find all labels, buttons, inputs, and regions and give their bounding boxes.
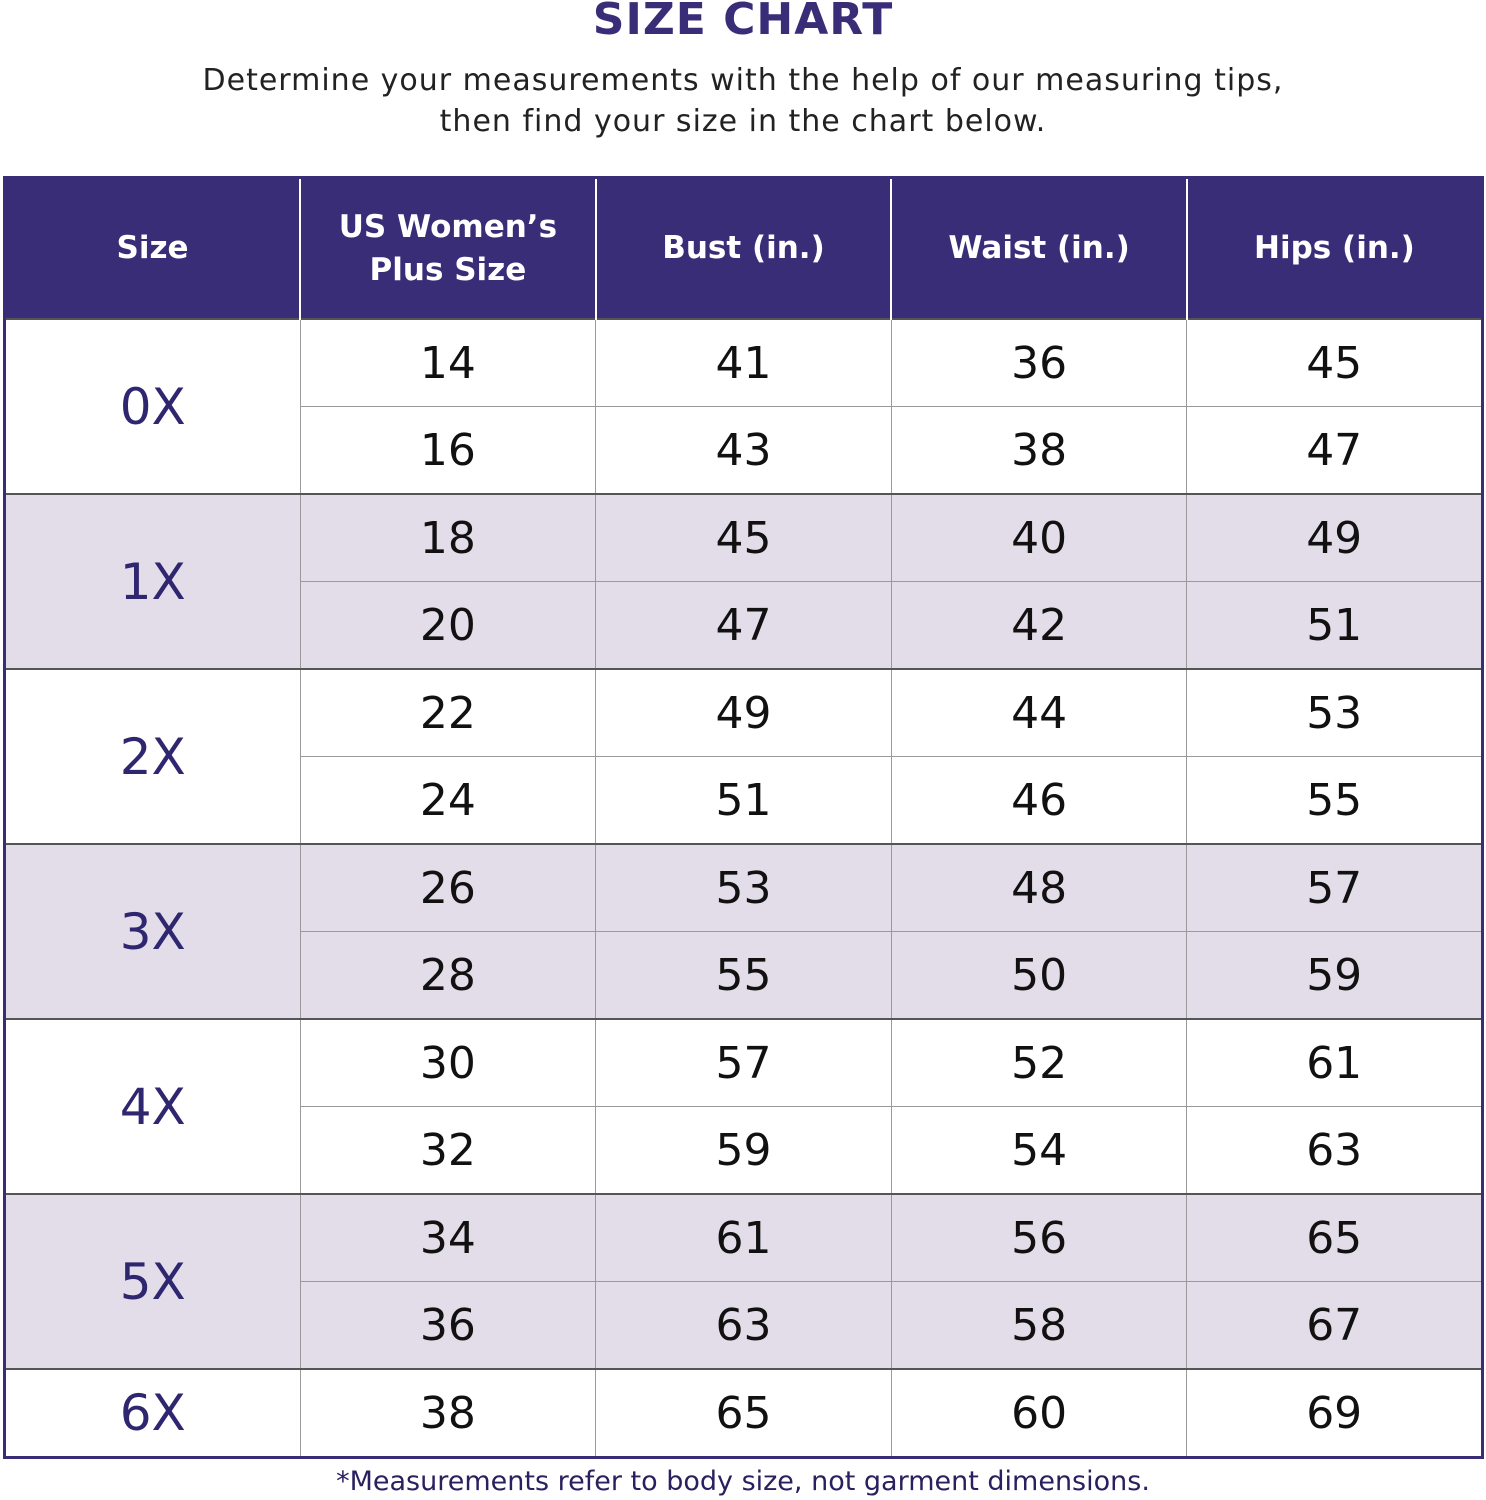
size-label: 2X bbox=[4, 668, 301, 845]
table-cell: 63 bbox=[595, 1281, 892, 1370]
table-cell: 36 bbox=[299, 1281, 597, 1370]
column-header: Hips (in.) bbox=[1185, 177, 1483, 319]
table-cell: 49 bbox=[595, 668, 892, 757]
table-cell: 53 bbox=[1186, 668, 1483, 757]
table-cell: 67 bbox=[1186, 1281, 1483, 1370]
table-row: 36 63 58 67 bbox=[5, 1281, 1483, 1370]
size-label: 6X bbox=[4, 1368, 301, 1458]
column-header: Bust (in.) bbox=[594, 177, 892, 319]
table-cell: 45 bbox=[1186, 318, 1483, 407]
table-cell: 22 bbox=[299, 668, 597, 757]
size-chart-table: Size US Women’s Plus Size Bust (in.) Waist … bbox=[3, 176, 1484, 1459]
table-cell: 26 bbox=[299, 843, 597, 932]
table-row: 2X 22 49 44 53 bbox=[4, 668, 1483, 845]
subtitle: Determine your measurements with the hel… bbox=[0, 60, 1486, 142]
table-cell: 34 bbox=[299, 1193, 597, 1282]
table-cell: 46 bbox=[890, 756, 1188, 845]
table-cell: 47 bbox=[1186, 406, 1483, 495]
table-cell: 45 bbox=[595, 493, 892, 582]
table-cell: 48 bbox=[890, 843, 1188, 932]
table-cell: 28 bbox=[299, 931, 597, 1020]
size-label: 1X bbox=[4, 493, 301, 670]
table-cell: 42 bbox=[890, 581, 1188, 670]
table-cell: 55 bbox=[595, 931, 892, 1020]
table-row: 24 51 46 55 bbox=[5, 756, 1483, 845]
column-header: Waist (in.) bbox=[890, 177, 1187, 319]
table-cell: 54 bbox=[890, 1106, 1188, 1195]
table-cell: 44 bbox=[890, 668, 1188, 757]
table-cell: 60 bbox=[890, 1368, 1188, 1458]
table-cell: 50 bbox=[890, 931, 1188, 1020]
table-cell: 57 bbox=[1186, 843, 1483, 932]
table-cell: 52 bbox=[890, 1018, 1188, 1107]
table-cell: 47 bbox=[595, 581, 892, 670]
table-cell: 36 bbox=[890, 318, 1188, 407]
table-cell: 32 bbox=[299, 1106, 597, 1195]
table-cell: 69 bbox=[1186, 1368, 1483, 1458]
table-cell: 40 bbox=[890, 493, 1188, 582]
table-cell: 16 bbox=[299, 406, 597, 495]
column-header: Size bbox=[4, 177, 301, 319]
table-cell: 63 bbox=[1186, 1106, 1483, 1195]
table-cell: 57 bbox=[595, 1018, 892, 1107]
table-row: 4X 30 57 52 61 bbox=[4, 1018, 1483, 1195]
table-cell: 51 bbox=[595, 756, 892, 845]
table-cell: 38 bbox=[299, 1368, 597, 1458]
subtitle-line-1: Determine your measurements with the hel… bbox=[202, 63, 1284, 98]
table-cell: 53 bbox=[595, 843, 892, 932]
footnote: *Measurements refer to body size, not ga… bbox=[336, 1466, 1150, 1497]
table-row: 28 55 50 59 bbox=[5, 931, 1483, 1020]
size-label: 5X bbox=[4, 1193, 301, 1370]
table-row: 5X 34 61 56 65 bbox=[4, 1193, 1483, 1370]
table-cell: 14 bbox=[299, 318, 597, 407]
table-cell: 59 bbox=[1186, 931, 1483, 1020]
table-cell: 41 bbox=[595, 318, 892, 407]
table-row: 3X 26 53 48 57 bbox=[4, 843, 1483, 1020]
table-cell: 30 bbox=[299, 1018, 597, 1107]
page-title: SIZE CHART bbox=[592, 0, 894, 45]
subtitle-line-2: then find your size in the chart below. bbox=[439, 104, 1047, 139]
table-row: 6X 38 65 60 69 bbox=[4, 1368, 1483, 1458]
table-row: 0X 14 41 36 45 bbox=[4, 318, 1483, 495]
table-cell: 61 bbox=[595, 1193, 892, 1282]
table-cell: 49 bbox=[1186, 493, 1483, 582]
table-cell: 18 bbox=[299, 493, 597, 582]
header-row: Size US Women’s Plus Size Bust (in.) Waist … bbox=[4, 177, 1483, 319]
table-cell: 58 bbox=[890, 1281, 1188, 1370]
table-cell: 65 bbox=[595, 1368, 892, 1458]
size-label: 3X bbox=[4, 843, 301, 1020]
size-label: 0X bbox=[4, 318, 301, 495]
table-cell: 65 bbox=[1186, 1193, 1483, 1282]
column-header: US Women’s Plus Size bbox=[299, 177, 596, 319]
table-row: 1X 18 45 40 49 bbox=[4, 493, 1483, 670]
table-cell: 55 bbox=[1186, 756, 1483, 845]
table-cell: 43 bbox=[595, 406, 892, 495]
table-cell: 38 bbox=[890, 406, 1188, 495]
table-cell: 61 bbox=[1186, 1018, 1483, 1107]
table-cell: 59 bbox=[595, 1106, 892, 1195]
size-label: 4X bbox=[4, 1018, 301, 1195]
table-row: 20 47 42 51 bbox=[5, 581, 1483, 670]
table-cell: 24 bbox=[299, 756, 597, 845]
table-cell: 20 bbox=[299, 581, 597, 670]
table-cell: 56 bbox=[890, 1193, 1188, 1282]
table-cell: 51 bbox=[1186, 581, 1483, 670]
